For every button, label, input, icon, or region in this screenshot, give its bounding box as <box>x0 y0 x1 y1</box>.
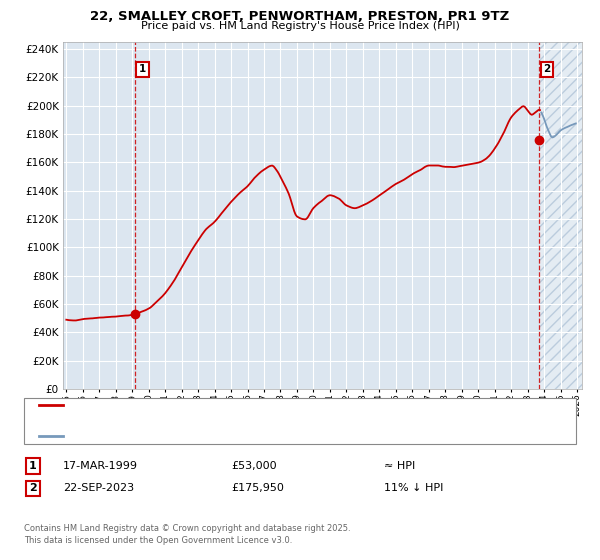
Text: 2: 2 <box>544 64 551 74</box>
Text: 17-MAR-1999: 17-MAR-1999 <box>63 461 138 471</box>
Text: 11% ↓ HPI: 11% ↓ HPI <box>384 483 443 493</box>
Text: £53,000: £53,000 <box>231 461 277 471</box>
Text: 22, SMALLEY CROFT, PENWORTHAM, PRESTON, PR1 9TZ (semi-detached house): 22, SMALLEY CROFT, PENWORTHAM, PRESTON, … <box>69 400 461 410</box>
Text: 22, SMALLEY CROFT, PENWORTHAM, PRESTON, PR1 9TZ: 22, SMALLEY CROFT, PENWORTHAM, PRESTON, … <box>91 10 509 22</box>
Text: £175,950: £175,950 <box>231 483 284 493</box>
Text: Price paid vs. HM Land Registry's House Price Index (HPI): Price paid vs. HM Land Registry's House … <box>140 21 460 31</box>
Text: 2: 2 <box>29 483 37 493</box>
Text: 22-SEP-2023: 22-SEP-2023 <box>63 483 134 493</box>
Text: 1: 1 <box>139 64 146 74</box>
Text: ≈ HPI: ≈ HPI <box>384 461 415 471</box>
Text: HPI: Average price, semi-detached house, South Ribble: HPI: Average price, semi-detached house,… <box>69 431 339 441</box>
Text: 1: 1 <box>29 461 37 471</box>
Text: Contains HM Land Registry data © Crown copyright and database right 2025.
This d: Contains HM Land Registry data © Crown c… <box>24 524 350 545</box>
